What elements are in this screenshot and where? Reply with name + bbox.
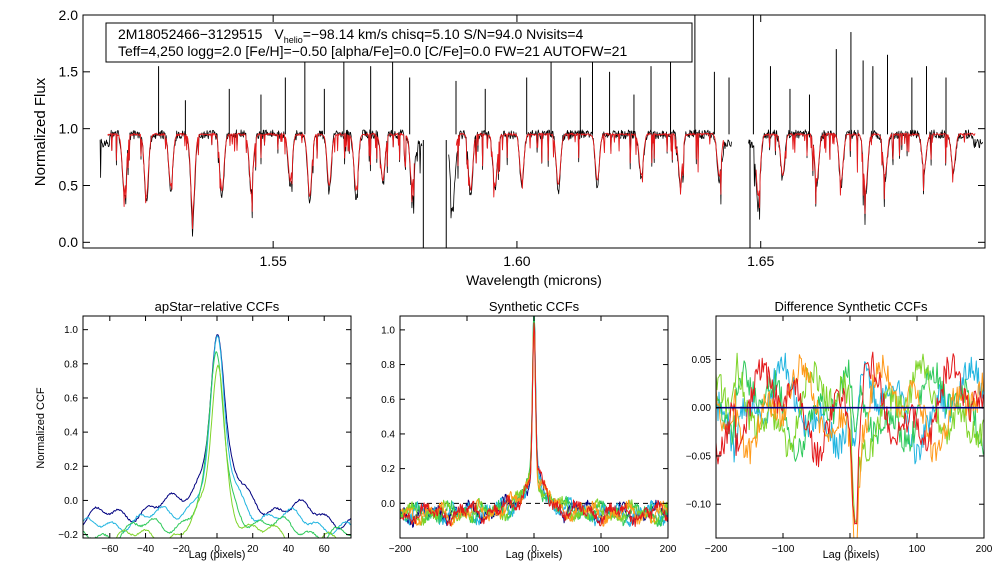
difference-ccf-title: Difference Synthetic CCFs: [775, 299, 928, 314]
v-subscript: helio: [284, 35, 303, 45]
v-label: V: [274, 26, 284, 42]
difference-ccf-xtick-label: 200: [976, 544, 993, 555]
spectrum-ticks: 1.55 1.60 1.65 0.0 0.5 1.0 1.5 2.0: [59, 7, 985, 269]
synthetic-ccf-xtick-label: 0: [531, 544, 537, 555]
apstar-ccf-xtick-label: 20: [247, 544, 259, 555]
apstar-ccf-ytick-label: 0.6: [64, 393, 78, 404]
difference-ccf-ticks: −200 −100 0 100 200 −0.10 −0.05 0.00 0.05: [686, 316, 993, 555]
difference-ccf-ytick-label: 0.00: [692, 403, 712, 414]
spectrum-ylabel: Normalized Flux: [32, 77, 49, 186]
difference-ccf-xtick-label: −200: [705, 544, 728, 555]
synthetic-ccf-title: Synthetic CCFs: [489, 299, 580, 314]
difference-ccf-xlabel: Lag (pixels): [823, 549, 880, 561]
apstar-ccf-title: apStar−relative CCFs: [155, 299, 280, 314]
spectrum-ytick-label: 0.0: [59, 234, 79, 250]
synthetic-ccf-ytick-label: 0.0: [381, 499, 395, 510]
spectrum-xtick-label: 1.65: [747, 253, 774, 269]
difference-ccf-ytick-label: 0.05: [692, 355, 712, 366]
spectrum-xtick-label: 1.55: [260, 253, 287, 269]
apstar-ccf-ylabel: Normalized CCF: [35, 387, 47, 469]
apstar-ccf-xtick-label: −20: [173, 544, 190, 555]
synthetic-ccf-ticks: −200 −100 0 100 200 0.0 0.2 0.4 0.6 0.8 1.0: [381, 316, 677, 555]
spectrum-ytick-label: 0.5: [59, 177, 79, 193]
info-line-2: Teff=4,250 logg=2.0 [Fe/H]=−0.50 [alpha/…: [118, 43, 627, 59]
apstar-ccf-series-1: [83, 334, 351, 530]
synthetic-ccf-xtick-label: 200: [660, 544, 677, 555]
synthetic-ccf-xtick-label: 100: [593, 544, 610, 555]
synthetic-ccf-ytick-label: 0.8: [381, 360, 395, 371]
apstar-ccf-ytick-label: 0.2: [64, 462, 78, 473]
apstar-ccf-xtick-label: −40: [137, 544, 154, 555]
difference-ccf-panel: Difference Synthetic CCFs −200 −100 0 100 20…: [686, 299, 993, 561]
spectrum-xtick-label: 1.60: [503, 253, 530, 269]
v-rest: =−98.14 km/s chisq=5.10 S/N=94.0 Nvisits…: [303, 26, 584, 42]
apstar-ccf-xtick-label: 40: [283, 544, 295, 555]
apstar-ccf-xtick-label: −60: [101, 544, 118, 555]
synthetic-ccf-ytick-label: 0.2: [381, 464, 395, 475]
synthetic-ccf-ytick-label: 0.4: [381, 429, 395, 440]
apstar-ccf-series-2: [83, 335, 351, 535]
difference-ccf-series-5: [716, 351, 984, 525]
difference-ccf-series-2: [716, 359, 984, 462]
difference-ccf-ytick-label: −0.05: [686, 451, 712, 462]
synthetic-ccf-xlabel: Lag (pixels): [506, 549, 563, 561]
model-spectrum-chip-1: [107, 132, 415, 230]
synthetic-ccf-xtick-label: −200: [389, 544, 412, 555]
info-line-1: 2M18052466−3129515 Vhelio=−98.14 km/s chi…: [118, 26, 584, 45]
model-spectrum-chip-3: [755, 132, 976, 214]
apstar-ccf-series-4: [115, 364, 337, 538]
difference-ccf-plot-area: [716, 351, 984, 538]
synthetic-ccf-xtick-label: −100: [456, 544, 479, 555]
apstar-ccf-xlabel: Lag (pixels): [189, 549, 246, 561]
apstar-ccf-ytick-label: 0.0: [64, 496, 78, 507]
difference-ccf-series-3: [716, 352, 984, 523]
apstar-ccf-xtick-label: 0: [214, 544, 220, 555]
apstar-ccf-panel: apStar−relative CCFs −60 −40 −20 0 20 40 60 −0.…: [35, 299, 352, 561]
spectrum-axes-frame: [82, 14, 986, 249]
spectrum-xlabel: Wavelength (microns): [466, 272, 602, 288]
synthetic-ccf-panel: Synthetic CCFs −200 −100 0 100 200 0.0 0.2 0.4 0…: [381, 299, 677, 561]
apstar-ccf-xtick-label: 60: [319, 544, 331, 555]
info-box-frame: [105, 22, 693, 63]
info-box: 2M18052466−3129515 Vhelio=−98.14 km/s chi…: [105, 22, 693, 63]
apstar-ccf-ytick-label: 0.4: [64, 428, 78, 439]
apstar-ccf-ytick-label: −0.2: [58, 530, 78, 541]
apstar-ccf-plot-area: [83, 334, 351, 538]
observed-spectrum-chip-1: [99, 129, 423, 237]
apstar-ccf-ytick-label: 1.0: [64, 325, 78, 336]
apstar-ccf-ticks: −60 −40 −20 0 20 40 60 −0.2 0.0 0.2 0.4 0.6 0.8 1.0: [58, 316, 351, 555]
difference-ccf-xtick-label: 100: [909, 544, 926, 555]
difference-ccf-xtick-label: −100: [772, 544, 795, 555]
difference-ccf-ytick-label: −0.10: [686, 500, 712, 511]
synthetic-ccf-ytick-label: 1.0: [381, 325, 395, 336]
spectrum-ytick-label: 1.5: [59, 64, 79, 80]
star-id: 2M18052466−3129515: [118, 26, 263, 42]
spectrum-panel: 1.55 1.60 1.65 0.0 0.5 1.0 1.5 2.0 2M18052466−3…: [32, 7, 986, 288]
spectrum-ytick-label: 2.0: [59, 7, 79, 23]
apstar-ccf-series-3: [83, 351, 351, 538]
apstar-ccf-ytick-label: 0.8: [64, 359, 78, 370]
model-spectrum-chip-2: [455, 132, 725, 198]
synthetic-ccf-ytick-label: 0.6: [381, 395, 395, 406]
difference-ccf-xtick-label: 0: [847, 544, 853, 555]
synthetic-ccf-series-6: [400, 322, 668, 527]
spectrum-ytick-label: 1.0: [59, 121, 79, 137]
